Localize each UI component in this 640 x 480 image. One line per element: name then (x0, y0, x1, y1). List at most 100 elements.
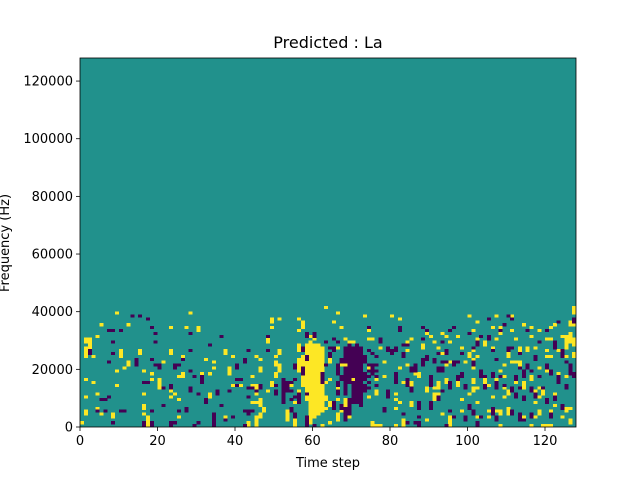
heatmap-cell-high (320, 349, 325, 353)
heatmap-cell-high (142, 403, 147, 407)
heatmap-cell-low (560, 406, 565, 410)
heatmap-cell-low (479, 334, 484, 338)
heatmap-cell-high (370, 421, 375, 425)
heatmap-cell-high (397, 401, 402, 405)
heatmap-cell-high (149, 372, 154, 376)
heatmap-cell-high (273, 360, 278, 364)
heatmap-cell-high (506, 352, 511, 356)
heatmap-cell-low (525, 366, 530, 370)
heatmap-cell-high (374, 424, 379, 428)
heatmap-cell-high (370, 424, 375, 428)
heatmap-cell-high (258, 366, 263, 370)
heatmap-cell-low (421, 360, 426, 364)
heatmap-cell-low (494, 383, 499, 387)
heatmap-cell-high (145, 421, 150, 425)
heatmap-cell-low (204, 401, 209, 405)
heatmap-cell-low (417, 406, 422, 410)
heatmap-cell-low (285, 383, 290, 387)
heatmap-cell-high (254, 421, 259, 425)
heatmap-cell-low (475, 343, 480, 347)
y-tick-label: 60000 (32, 248, 73, 263)
heatmap-cell-high (568, 323, 573, 327)
heatmap-cell-high (483, 340, 488, 344)
heatmap-cell-high (304, 389, 309, 393)
heatmap-cell-high (564, 406, 569, 410)
heatmap-cell-high (405, 349, 410, 353)
heatmap-cell-high (304, 383, 309, 387)
heatmap-cell-high (572, 305, 577, 309)
heatmap-cell-high (564, 334, 569, 338)
x-tick-label: 120 (533, 434, 558, 449)
heatmap-cell-high (424, 331, 429, 335)
heatmap-cell-low (289, 380, 294, 384)
heatmap-cell-low (479, 415, 484, 419)
heatmap-cell-low (343, 418, 348, 422)
heatmap-cell-low (374, 363, 379, 367)
heatmap-cell-low (421, 326, 426, 330)
heatmap-cell-high (308, 389, 313, 393)
heatmap-cell-low (444, 352, 449, 356)
heatmap-cell-high (304, 395, 309, 399)
heatmap-cell-high (486, 383, 491, 387)
heatmap-cell-low (149, 421, 154, 425)
heatmap-cell-high (227, 372, 232, 376)
heatmap-cell-low (366, 386, 371, 390)
heatmap-cell-high (568, 337, 573, 341)
heatmap-cell-high (529, 334, 534, 338)
heatmap-cell-low (386, 346, 391, 350)
heatmap-cell-low (510, 409, 515, 413)
heatmap-cell-high (498, 331, 503, 335)
heatmap-cell-high (304, 349, 309, 353)
heatmap-cell-high (328, 401, 333, 405)
heatmap-cell-high (316, 352, 321, 356)
heatmap-cell-high (335, 418, 340, 422)
heatmap-cell-low (483, 375, 488, 379)
heatmap-cell-high (312, 372, 317, 376)
heatmap-cell-high (308, 418, 313, 422)
heatmap-cell-low (545, 363, 550, 367)
heatmap-cell-high (304, 375, 309, 379)
heatmap-cell-high (308, 395, 313, 399)
heatmap-cell-low (169, 424, 174, 428)
heatmap-cell-high (405, 363, 410, 367)
heatmap-cell-high (521, 415, 526, 419)
heatmap-cell-high (173, 392, 178, 396)
heatmap-cell-high (300, 326, 305, 330)
heatmap-cell-low (347, 372, 352, 376)
heatmap-cell-low (312, 331, 317, 335)
heatmap-cell-high (428, 334, 433, 338)
heatmap-cell-high (266, 337, 271, 341)
heatmap-cell-low (471, 363, 476, 367)
heatmap-cell-low (572, 320, 577, 324)
heatmap-cell-low (417, 401, 422, 405)
heatmap-cell-high (83, 346, 88, 350)
heatmap-cell-low (87, 349, 92, 353)
heatmap-cell-low (463, 418, 468, 422)
heatmap-cell-low (281, 389, 286, 393)
heatmap-cell-low (362, 354, 367, 358)
heatmap-cell-high (568, 334, 573, 338)
heatmap-cell-low (343, 352, 348, 356)
heatmap-cell-high (475, 354, 480, 358)
heatmap-cell-low (355, 398, 360, 402)
heatmap-cell-high (308, 380, 313, 384)
heatmap-cell-low (223, 418, 228, 422)
heatmap-cell-low (359, 372, 364, 376)
heatmap-cell-low (568, 366, 573, 370)
heatmap-cell-low (471, 409, 476, 413)
heatmap-cell-low (545, 328, 550, 333)
heatmap-cell-low (475, 340, 480, 344)
heatmap-cell-low (362, 360, 367, 364)
heatmap-cell-high (537, 395, 542, 399)
heatmap-cell-low (374, 383, 379, 387)
heatmap-cell-high (440, 331, 445, 335)
heatmap-cell-low (359, 389, 364, 393)
heatmap-cell-low (347, 398, 352, 402)
heatmap-cell-low (572, 317, 577, 321)
heatmap-cell-high (316, 380, 321, 384)
heatmap-cell-high (254, 401, 259, 405)
heatmap-cell-high (347, 340, 352, 344)
heatmap-cell-low (401, 354, 406, 358)
heatmap-cell-low (432, 360, 437, 364)
heatmap-cell-high (459, 346, 464, 350)
